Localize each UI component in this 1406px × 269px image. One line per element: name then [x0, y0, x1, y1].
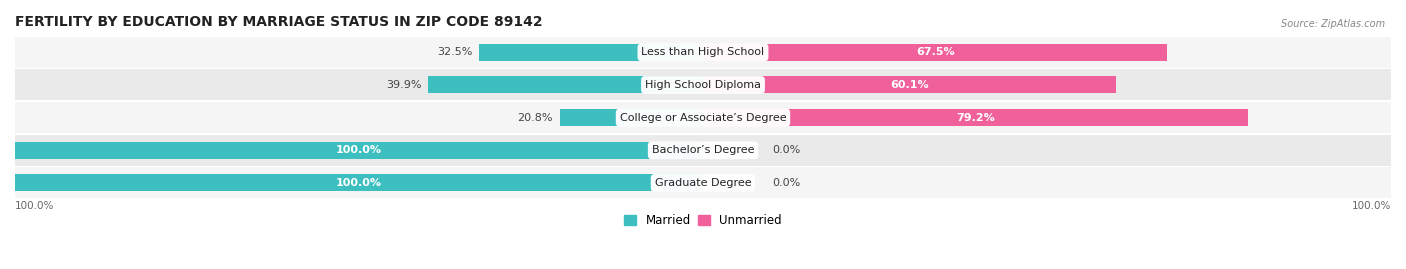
Bar: [15, 37, 1391, 68]
Text: Less than High School: Less than High School: [641, 47, 765, 57]
Bar: [15, 174, 703, 192]
Text: 60.1%: 60.1%: [890, 80, 929, 90]
Text: High School Diploma: High School Diploma: [645, 80, 761, 90]
Text: Source: ZipAtlas.com: Source: ZipAtlas.com: [1281, 19, 1385, 29]
Bar: [429, 76, 703, 93]
Bar: [703, 109, 1249, 126]
Bar: [15, 69, 1391, 100]
Bar: [15, 102, 1391, 133]
Text: 20.8%: 20.8%: [517, 113, 553, 123]
Text: 100.0%: 100.0%: [15, 201, 55, 211]
Text: 100.0%: 100.0%: [336, 145, 382, 155]
Bar: [15, 135, 1391, 166]
Text: College or Associate’s Degree: College or Associate’s Degree: [620, 113, 786, 123]
Bar: [479, 44, 703, 61]
Text: 100.0%: 100.0%: [336, 178, 382, 188]
Bar: [703, 76, 1116, 93]
Text: Graduate Degree: Graduate Degree: [655, 178, 751, 188]
Text: Bachelor’s Degree: Bachelor’s Degree: [652, 145, 754, 155]
Text: 79.2%: 79.2%: [956, 113, 995, 123]
Bar: [15, 167, 1391, 199]
Bar: [560, 109, 703, 126]
Bar: [703, 44, 1167, 61]
Bar: [15, 142, 703, 159]
Text: 39.9%: 39.9%: [387, 80, 422, 90]
Text: 0.0%: 0.0%: [772, 145, 800, 155]
Text: 67.5%: 67.5%: [915, 47, 955, 57]
Text: FERTILITY BY EDUCATION BY MARRIAGE STATUS IN ZIP CODE 89142: FERTILITY BY EDUCATION BY MARRIAGE STATU…: [15, 15, 543, 29]
Text: 100.0%: 100.0%: [1351, 201, 1391, 211]
Legend: Married, Unmarried: Married, Unmarried: [620, 209, 786, 232]
Text: 0.0%: 0.0%: [772, 178, 800, 188]
Text: 32.5%: 32.5%: [437, 47, 472, 57]
